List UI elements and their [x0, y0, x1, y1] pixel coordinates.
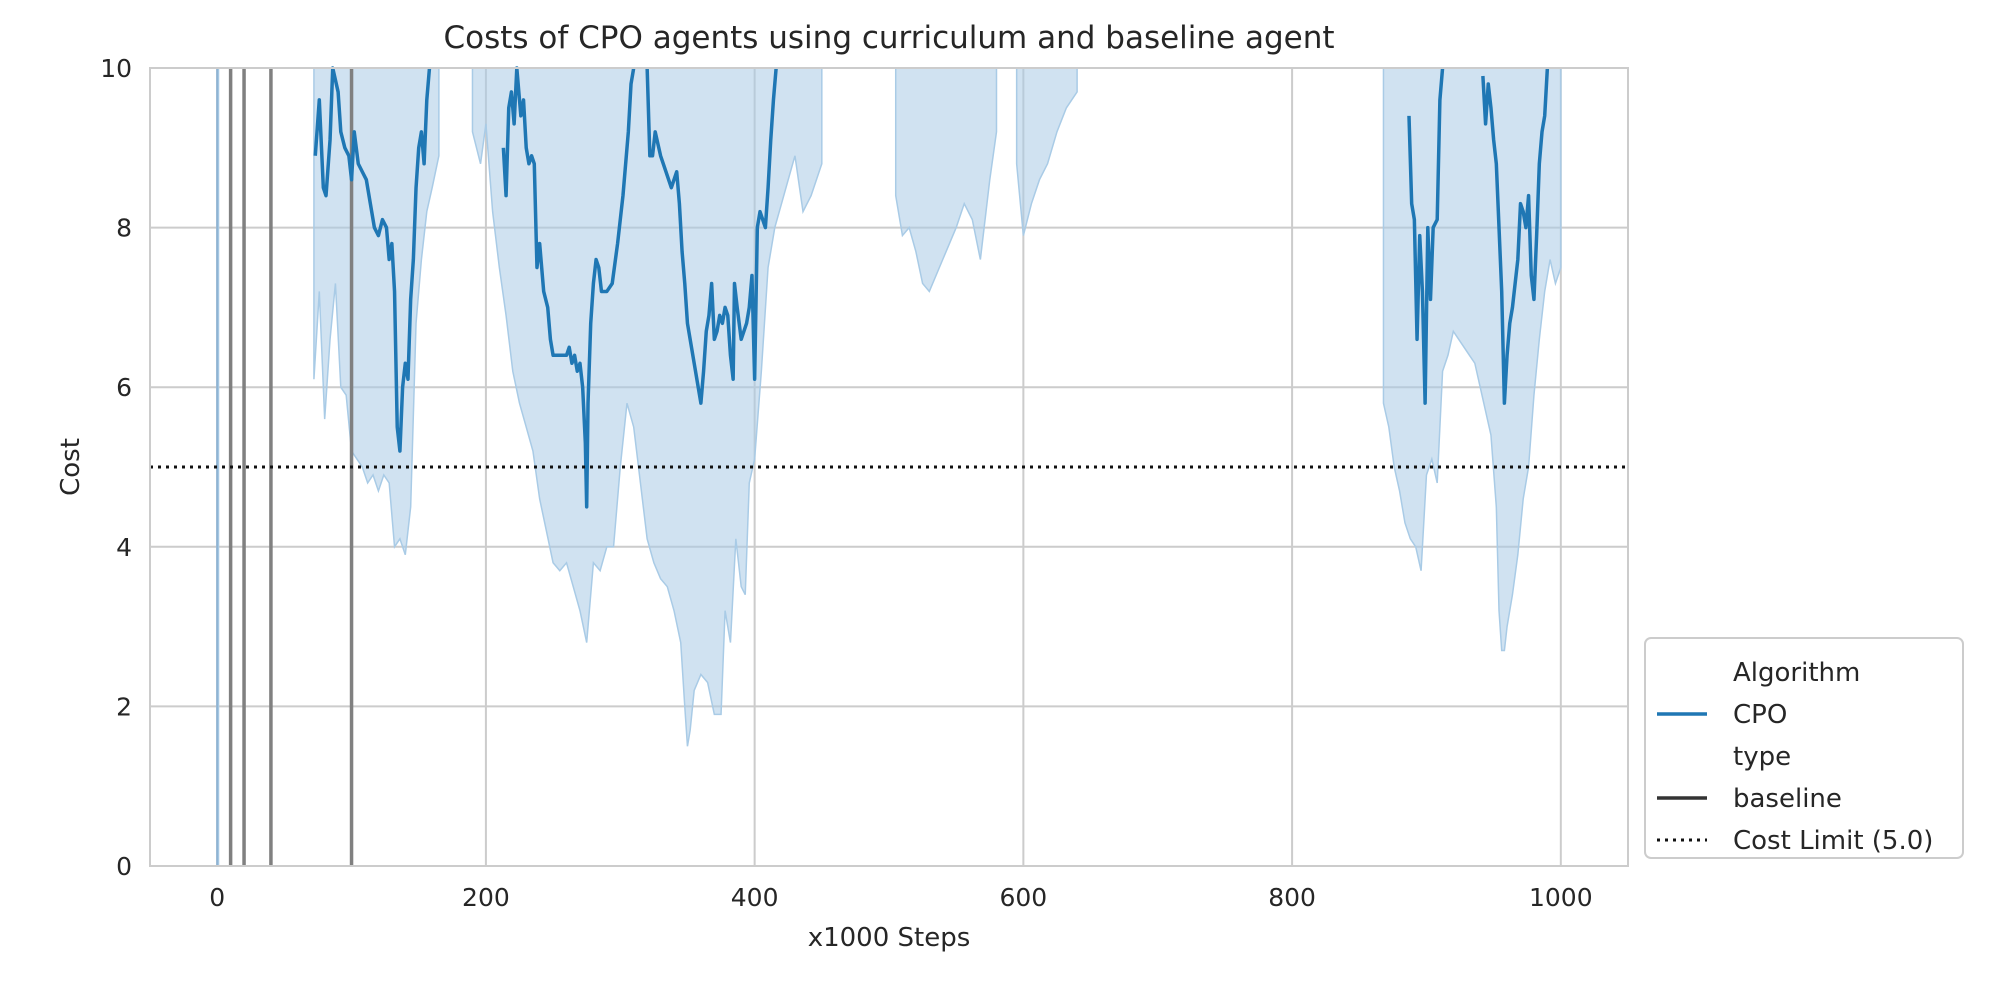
legend-label: Cost Limit (5.0): [1733, 826, 1933, 856]
cpo-line-segment: [313, 66, 432, 453]
x-tick-label: 800: [1268, 883, 1316, 912]
y-tick-label: 2: [116, 692, 132, 721]
cpo-line: [313, 66, 1550, 509]
legend-label: baseline: [1733, 784, 1842, 814]
cpo-band-segment: [894, 67, 998, 293]
legend-label: Algorithm: [1733, 658, 1860, 688]
x-tick-label: 600: [1000, 883, 1048, 912]
x-tick-label: 400: [731, 883, 779, 912]
x-tick-label: 1000: [1529, 883, 1593, 912]
cpo-band-segment: [1382, 67, 1562, 652]
y-tick-label: 10: [100, 54, 132, 83]
cpo-line-segment: [1407, 67, 1445, 405]
legend-box: [1644, 637, 1964, 859]
x-tick-label: 0: [209, 883, 225, 912]
tick-labels: 0 200 400 600 800 1000 0 2 4 6 8 10: [100, 54, 1592, 912]
legend: Algorithm CPO type baseline Cost Limit (5.0): [1644, 637, 1964, 859]
cpo-line-segment: [645, 67, 778, 405]
cpo-confidence-band: [216, 67, 1562, 867]
chart-title: Costs of CPO agents using curriculum and…: [443, 20, 1334, 56]
cpo-band-segment: [471, 67, 823, 747]
x-axis-label: x1000 Steps: [808, 923, 971, 953]
y-axis-label: Cost: [56, 438, 86, 496]
y-tick-label: 4: [116, 533, 132, 562]
y-tick-label: 6: [116, 373, 132, 402]
cpo-line-segment: [1481, 67, 1550, 405]
cpo-band-segment: [1015, 67, 1078, 236]
cpo-band-segment: [313, 67, 440, 556]
y-tick-label: 8: [116, 214, 132, 243]
plot-frame: [149, 67, 1629, 867]
y-tick-label: 0: [116, 852, 132, 881]
x-tick-label: 200: [462, 883, 510, 912]
legend-label: type: [1733, 742, 1791, 772]
legend-label: CPO: [1733, 700, 1787, 730]
cpo-line-segment: [501, 66, 636, 509]
